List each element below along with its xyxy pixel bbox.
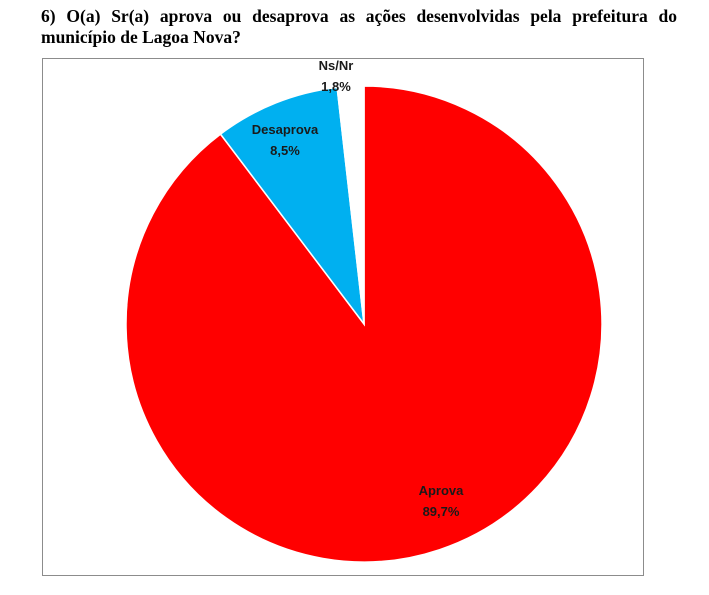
pie-slices <box>125 85 603 563</box>
slice-label: Desaprova <box>252 122 319 137</box>
chart-area: Aprova 89,7% Desaprova 8,5% Ns/Nr 1,8% <box>42 58 644 576</box>
slice-label: Ns/Nr <box>319 59 354 73</box>
pie-chart: Aprova 89,7% Desaprova 8,5% Ns/Nr 1,8% <box>125 59 603 563</box>
pie-slice-desaprova <box>219 86 366 327</box>
pie-labels: Aprova 89,7% Desaprova 8,5% Ns/Nr 1,8% <box>252 59 464 519</box>
slice-label: Aprova <box>419 483 465 498</box>
question-title: 6) O(a) Sr(a) aprova ou desaprova as açõ… <box>41 6 677 47</box>
pie-slice-aprova <box>125 85 603 563</box>
slice-value-label: 89,7% <box>423 504 460 519</box>
slice-value-label: 1,8% <box>321 79 351 94</box>
slice-value-label: 8,5% <box>270 143 300 158</box>
pie-slice-ns-nr <box>336 85 365 325</box>
